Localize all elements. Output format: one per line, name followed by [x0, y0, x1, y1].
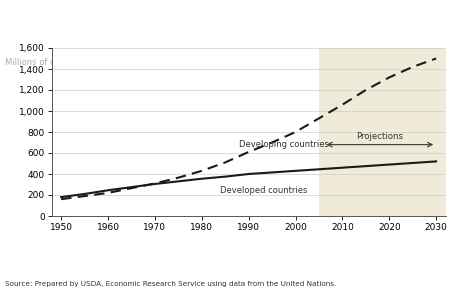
Text: Developed countries: Developed countries: [220, 186, 308, 195]
Text: Millions of urban residents: Millions of urban residents: [5, 58, 117, 67]
Bar: [319, 48, 446, 216]
Text: Developing countries: Developing countries: [239, 140, 329, 149]
Text: Source: Prepared by USDA, Economic Research Service using data from the United N: Source: Prepared by USDA, Economic Resea…: [5, 281, 337, 287]
Text: Rapid urban growth in developing economies puts food sector
logistics to test: Rapid urban growth in developing economi…: [5, 2, 387, 25]
Text: Projections: Projections: [356, 132, 403, 141]
